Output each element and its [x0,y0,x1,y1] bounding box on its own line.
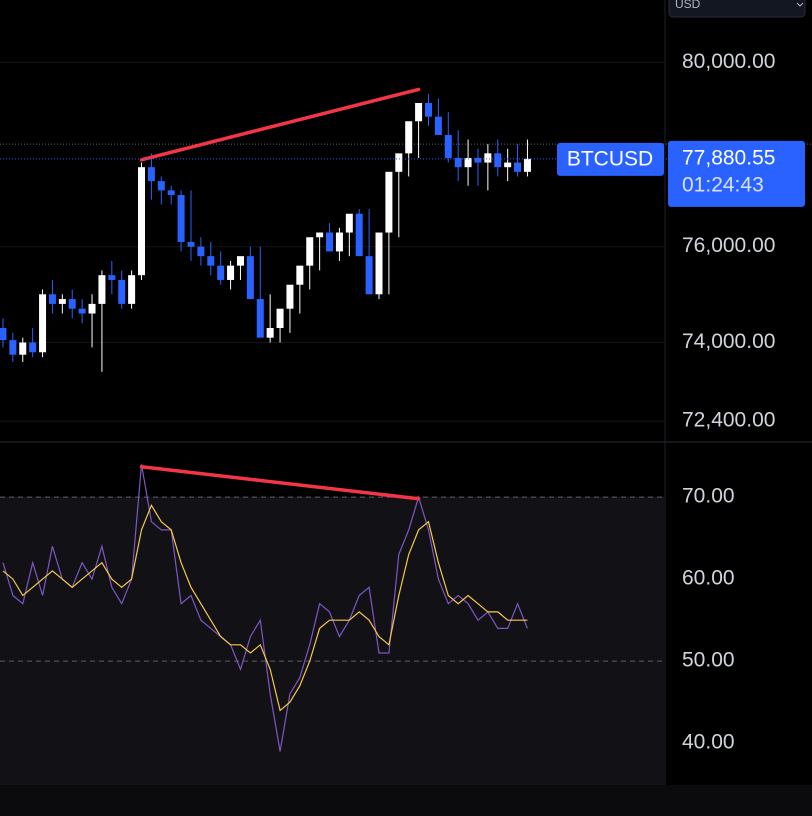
candle-body [335,232,343,252]
candle-body [58,299,66,304]
candle-body [523,158,531,172]
trend-line [139,465,421,501]
candle-body [68,299,76,309]
candle-body [167,190,175,196]
last-price-label: 77,880.55 [682,146,775,169]
y-tick-label: 70.00 [682,485,735,508]
candle-body [375,232,383,295]
candle-body [316,232,324,238]
symbol-badge [557,142,664,176]
candle-body [108,275,116,280]
bottom-bar [0,785,812,816]
candle-body [128,275,136,304]
candle-body [217,265,225,280]
trend-line [139,87,421,162]
candle-body [197,246,205,257]
candle-body [118,279,126,304]
candle-body [147,167,155,182]
candle-body [296,265,304,285]
candle-body [355,213,363,257]
candle-body [385,171,393,233]
candle-body [88,303,96,314]
y-tick-label: 50.00 [682,649,735,672]
candle-body [454,157,462,168]
candle-body [306,237,314,266]
candle-body [0,327,7,341]
currency-label: USD [675,0,701,11]
candle-body [424,103,432,117]
candle-body [9,340,17,355]
price-badge [668,140,805,207]
candle-body [474,157,482,163]
y-tick-label: 72,400.00 [682,409,775,432]
candle-body [157,181,165,191]
candle-body [29,342,37,353]
candle-body [395,153,403,172]
candle-body [78,308,86,314]
candle-body [39,294,47,353]
currency-dropdown[interactable] [668,0,806,18]
countdown-label: 01:24:43 [682,173,764,196]
candle-body [207,256,215,266]
y-tick-label: 76,000.00 [682,234,775,257]
candle-body [494,153,502,168]
candle-body [276,308,284,328]
candle-body [236,256,244,266]
candle-body [266,327,274,338]
candle-body [444,134,452,158]
candle-body [365,256,373,295]
rsi-band [0,497,665,785]
candle-body [256,299,264,338]
rsi-line [2,503,528,712]
candle-body [415,103,423,122]
candle-body [187,241,195,247]
candle-body [484,153,492,163]
candle-body [464,157,472,168]
candle-body [326,232,334,252]
candle-body [504,162,512,168]
candle-body [138,167,146,276]
dropdown-arrow [796,2,804,7]
y-tick-label: 80,000.00 [682,50,775,73]
candle-body [246,256,254,300]
candle-body [227,265,235,280]
candle-body [177,195,185,242]
candle-body [405,121,413,154]
candle-body [48,294,56,304]
symbol-label: BTCUSD [567,147,653,170]
y-tick-label: 74,000.00 [682,330,775,353]
candle-body [345,213,353,233]
candle-body [286,284,294,309]
y-tick-label: 60.00 [682,567,735,590]
candle-body [19,342,27,355]
candle-body [98,275,106,304]
y-tick-label: 40.00 [682,731,735,754]
candle-body [514,162,522,172]
candle-body [434,116,442,135]
